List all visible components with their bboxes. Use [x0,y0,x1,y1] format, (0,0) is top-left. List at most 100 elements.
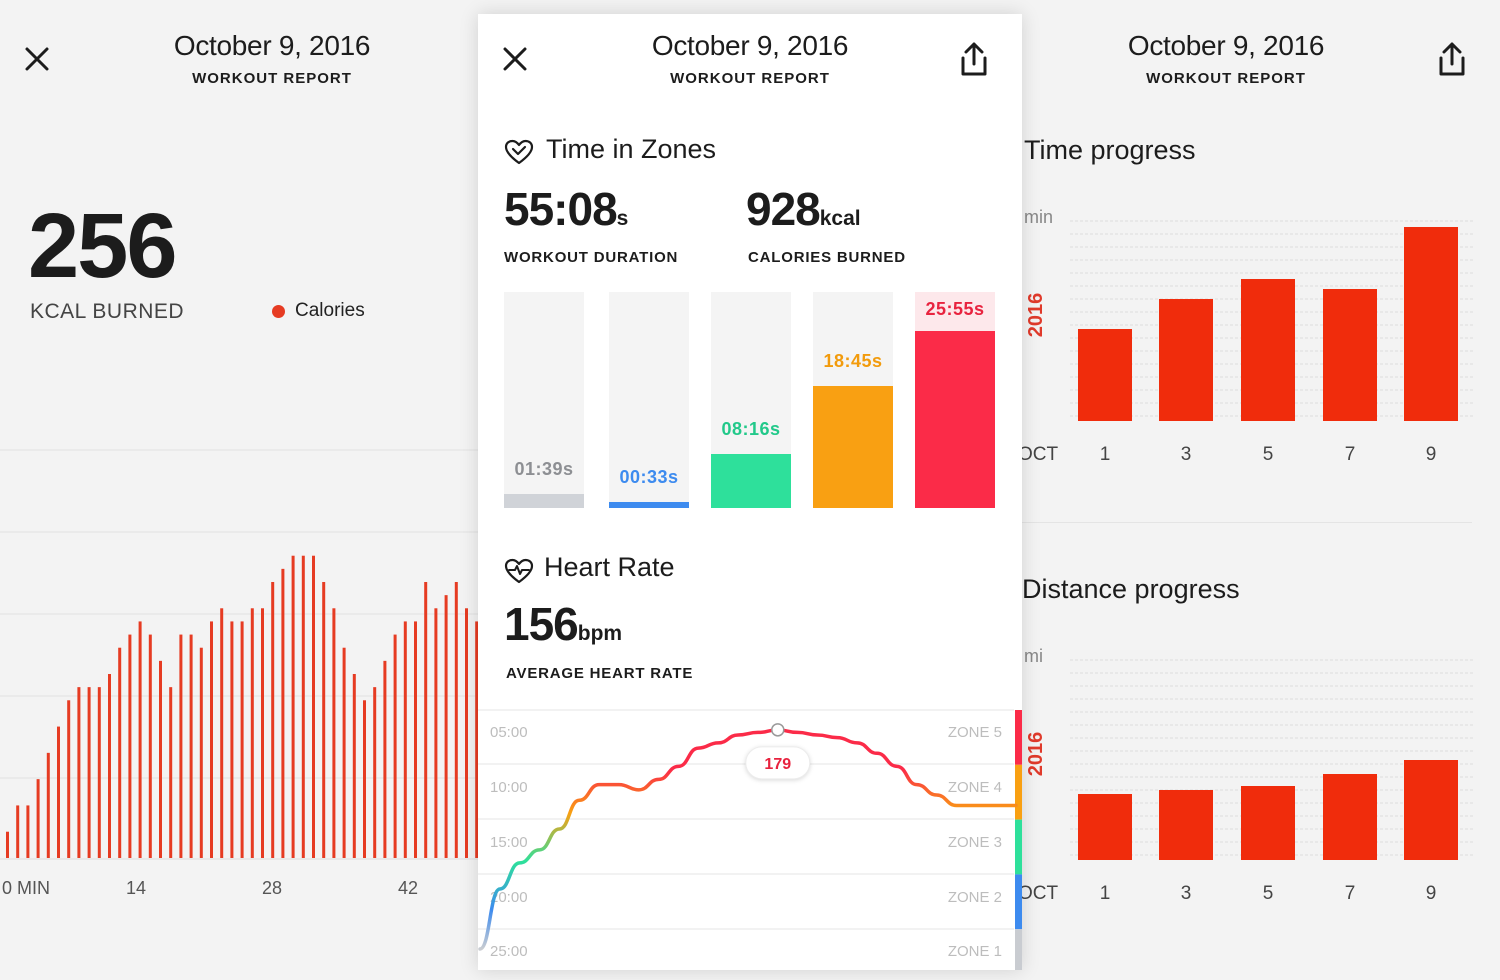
calories-bar [465,608,468,858]
zone-1-time: 01:39s [514,459,574,479]
year-label: 2016 [1025,732,1047,777]
calories-unit: kcal [819,207,861,230]
calories-bar [291,555,295,858]
close-icon[interactable] [496,40,536,80]
progress-x-label: 7 [1345,444,1356,465]
calories-bar [57,726,60,858]
calories-bar [261,608,264,858]
calories-bar [434,608,438,858]
x-tick-label: 28 [262,878,282,898]
progress-bar [1404,760,1458,860]
progress-x-label: 5 [1263,883,1274,904]
zone-5-time: 25:55s [925,299,985,319]
zone-2-column[interactable]: 00:33s [609,292,689,508]
unit-label: mi [1024,646,1043,666]
calories-bar [210,621,213,858]
x-tick-label: 42 [398,878,418,898]
year-label: 2016 [1025,293,1047,338]
calories-bar [281,568,285,858]
share-icon[interactable] [954,40,994,80]
hr-time-label: 25:00 [490,943,528,960]
calories-bar [312,555,315,858]
calories-legend-label: Calories [295,300,365,321]
zone-2-time: 00:33s [619,467,679,487]
progress-bar [1241,279,1295,421]
zone-strip [1015,929,1022,970]
calories-bar-chart: 0 MIN 14 28 42 [0,449,478,898]
calories-bar [128,634,132,858]
zone-3-time: 08:16s [721,419,781,439]
calories-bar [363,700,366,858]
kcal-value: 256 [28,195,177,297]
x-tick-label: 0 MIN [2,878,50,898]
calories-bar [393,634,397,858]
average-heart-rate-label: AVERAGE HEART RATE [506,665,694,682]
calories-bar [322,582,326,858]
zone-5-bar [915,331,995,508]
peak-marker [771,723,785,737]
zone-1-column[interactable]: 01:39s [504,292,584,508]
progress-bar [1159,299,1213,421]
heart-icon [504,138,534,166]
zone-4-time: 18:45s [823,351,883,371]
calories-burned-label: CALORIES BURNED [748,249,906,266]
report-subtitle: WORKOUT REPORT [670,70,830,87]
hr-time-label: 15:00 [490,834,528,851]
report-date: October 9, 2016 [651,30,849,61]
hr-zone-label: ZONE 5 [948,724,1002,741]
time-progress-title: Time progress [1024,135,1196,165]
close-icon[interactable] [18,40,58,80]
report-subtitle: WORKOUT REPORT [1146,70,1306,87]
peak-badge [745,746,811,780]
unit-label: min [1024,207,1053,227]
zone-3-bar [711,454,791,508]
calories-bar [189,634,193,858]
calories-bar [454,582,458,858]
progress-bar [1241,786,1295,860]
zone-5-column[interactable]: 25:55s [915,292,995,508]
calories-bar [403,621,407,858]
calories-bar [240,621,244,858]
progress-x-label: 7 [1345,883,1356,904]
workout-duration-value: 55:08s [504,183,629,235]
report-date: October 9, 2016 [1127,30,1325,61]
calories-bar [383,660,387,858]
progress-x-label: 1 [1100,883,1111,904]
time-in-zones-title: Time in Zones [546,134,717,164]
calories-bar [301,555,305,858]
calories-bar [159,660,162,858]
distance-progress-title: Distance progress [1022,574,1240,604]
zone-4-column[interactable]: 18:45s [813,292,893,508]
calories-bar [414,621,417,858]
calories-bar [179,634,183,858]
x-tick-label: 14 [126,878,146,898]
hr-zone-label: ZONE 4 [948,779,1002,796]
progress-x-label: 1 [1100,444,1111,465]
duration-unit: s [616,207,629,230]
calories-bar [250,608,254,858]
calories-bar [424,582,428,858]
zone-strip [1015,874,1022,930]
progress-bar [1078,329,1132,421]
month-label: OCT [1022,883,1059,904]
time-progress-chart: min 2016 1 3 5 7 9 OCT [1022,207,1474,465]
calories-bar [36,779,40,858]
section-divider [1022,522,1472,523]
progress-bar [1078,794,1132,860]
calories-bar [342,647,346,858]
progress-bar [1323,289,1377,421]
progress-bar [1404,227,1458,421]
calories-bar [373,687,377,858]
calories-bar [138,621,142,858]
share-icon[interactable] [1432,40,1472,80]
calories-bar [16,805,20,858]
report-subtitle: WORKOUT REPORT [192,70,352,87]
calories-bar [352,674,356,858]
hr-zone-label: ZONE 3 [948,834,1002,851]
progress-x-label: 9 [1426,883,1437,904]
zone-3-column[interactable]: 08:16s [711,292,791,508]
calories-bar [230,621,234,858]
heart-rate-title: Heart Rate [544,552,675,582]
calories-bar [87,687,91,858]
left-report-panel: October 9, 2016 WORKOUT REPORT 256 KCAL … [0,0,478,980]
